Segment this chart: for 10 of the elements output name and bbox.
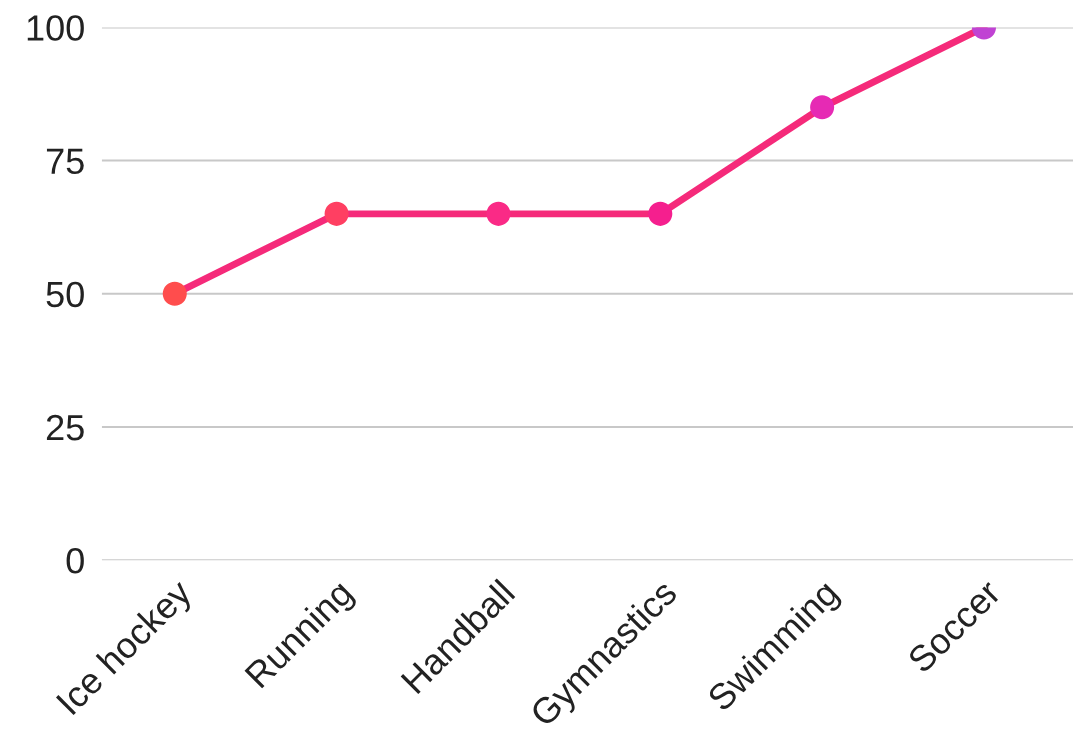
point [648, 201, 673, 226]
point [486, 201, 511, 226]
y-tick-label: 25 [46, 414, 84, 441]
point [162, 281, 187, 306]
y-tick-label: 75 [46, 148, 84, 175]
y-tick-label: 0 [66, 548, 84, 574]
y-tick-label: 100 [27, 15, 84, 41]
point [324, 201, 349, 226]
point [810, 95, 835, 120]
y-tick-label: 50 [46, 281, 84, 308]
